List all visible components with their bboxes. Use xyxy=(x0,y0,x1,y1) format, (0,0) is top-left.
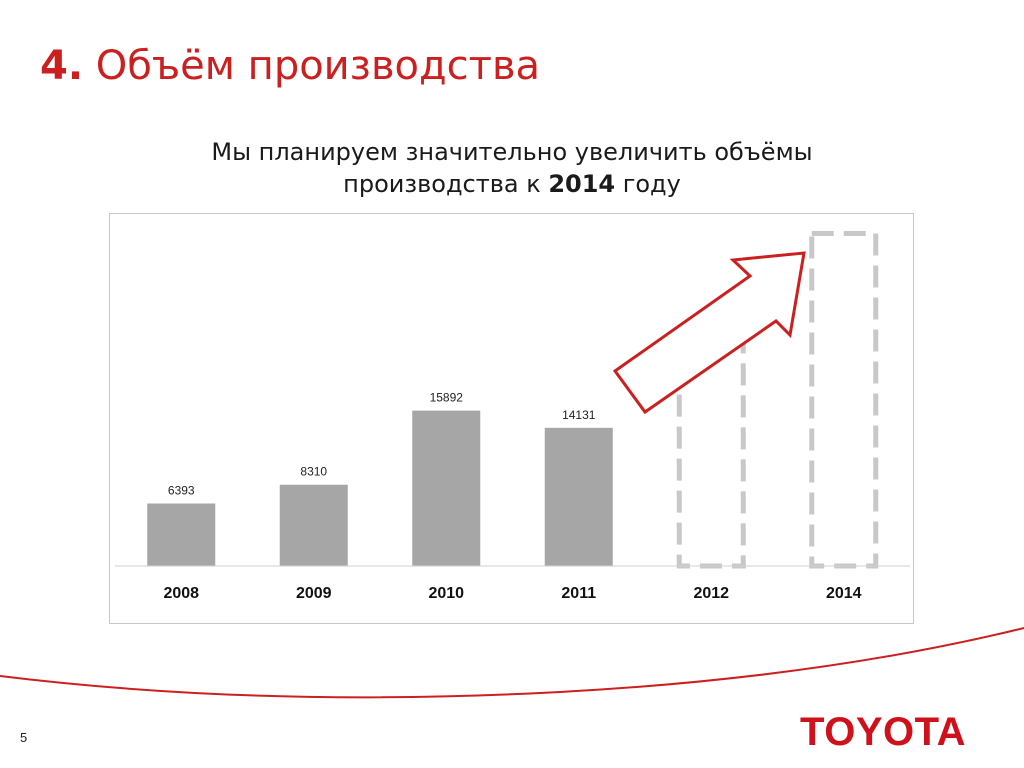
decorative-curve-line xyxy=(0,627,1024,699)
category-label-2014: 2014 xyxy=(826,585,862,602)
subtitle-line-1: Мы планируем значительно увеличить объём… xyxy=(211,138,813,166)
value-label-2008: 6393 xyxy=(168,483,195,497)
value-label-2010: 15892 xyxy=(430,391,464,405)
decorative-curve xyxy=(0,627,1024,699)
slide-title: 4. Объём производства xyxy=(40,38,540,94)
subtitle-line-2-post: году xyxy=(615,170,681,198)
slide-subtitle: Мы планируем значительно увеличить объём… xyxy=(112,136,912,200)
subtitle-line-2-year: 2014 xyxy=(548,170,616,198)
category-label-2009: 2009 xyxy=(296,585,332,602)
bar-2008 xyxy=(147,503,216,566)
subtitle-line-2-pre: производства к xyxy=(343,170,549,198)
toyota-logo: TOYOTA xyxy=(800,710,966,754)
value-label-2009: 8310 xyxy=(300,465,327,479)
growth-arrow-shape xyxy=(612,251,806,415)
page-number: 5 xyxy=(20,730,28,745)
chart-frame: 6393 2008 8310 2009 15892 2010 14131 2011 2012 20… xyxy=(109,213,914,624)
production-chart: 6393 2008 8310 2009 15892 2010 14131 2011 2012 20… xyxy=(115,231,910,602)
slide-title-number: 4. xyxy=(40,43,84,89)
category-label-2011: 2011 xyxy=(561,585,596,602)
bar-2011 xyxy=(544,427,613,566)
category-label-2008: 2008 xyxy=(163,585,199,602)
category-label-2010: 2010 xyxy=(428,585,464,602)
subtitle-line-2: производства к 2014 году xyxy=(112,168,912,200)
bar-2009 xyxy=(279,484,348,566)
category-label-2012: 2012 xyxy=(693,585,729,602)
slide-title-text: Объём производства xyxy=(95,43,541,89)
bar-2010 xyxy=(412,410,481,566)
value-label-2011: 14131 xyxy=(562,408,596,422)
growth-arrow xyxy=(612,251,806,415)
planned-bar-2014 xyxy=(809,231,879,569)
labels-layer: 6393 2008 8310 2009 15892 2010 14131 2011 2012 20… xyxy=(163,391,861,602)
